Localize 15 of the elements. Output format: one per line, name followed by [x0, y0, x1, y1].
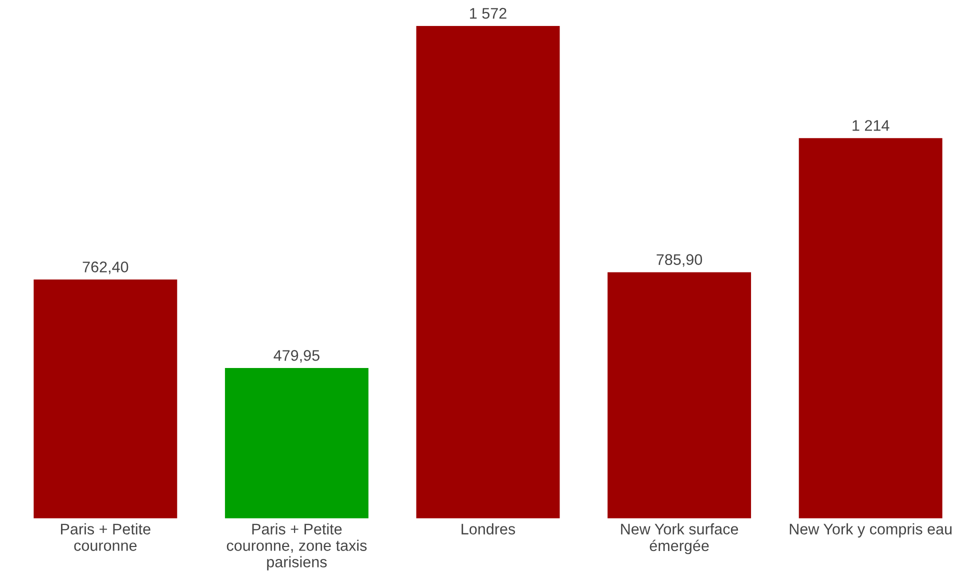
x-tick-label: Paris + Petite couronne	[61, 523, 150, 551]
data-label: 785,90	[656, 254, 702, 267]
x-tick-label: New York y compris eau	[790, 523, 952, 538]
bar	[798, 138, 942, 518]
x-tick-label: New York surface émergée	[621, 523, 738, 554]
data-label: 1 214	[852, 120, 890, 131]
data-label: 762,40	[82, 262, 128, 274]
bar	[416, 26, 560, 518]
x-tick-label: Paris + Petite couronne, zone taxis parisiens	[226, 523, 367, 570]
x-tick-label: Londres	[462, 523, 516, 534]
data-label: 1 572	[470, 8, 506, 19]
data-label: 479,95	[274, 350, 320, 363]
bar	[608, 272, 752, 518]
bar	[224, 368, 368, 518]
bar	[34, 280, 178, 518]
